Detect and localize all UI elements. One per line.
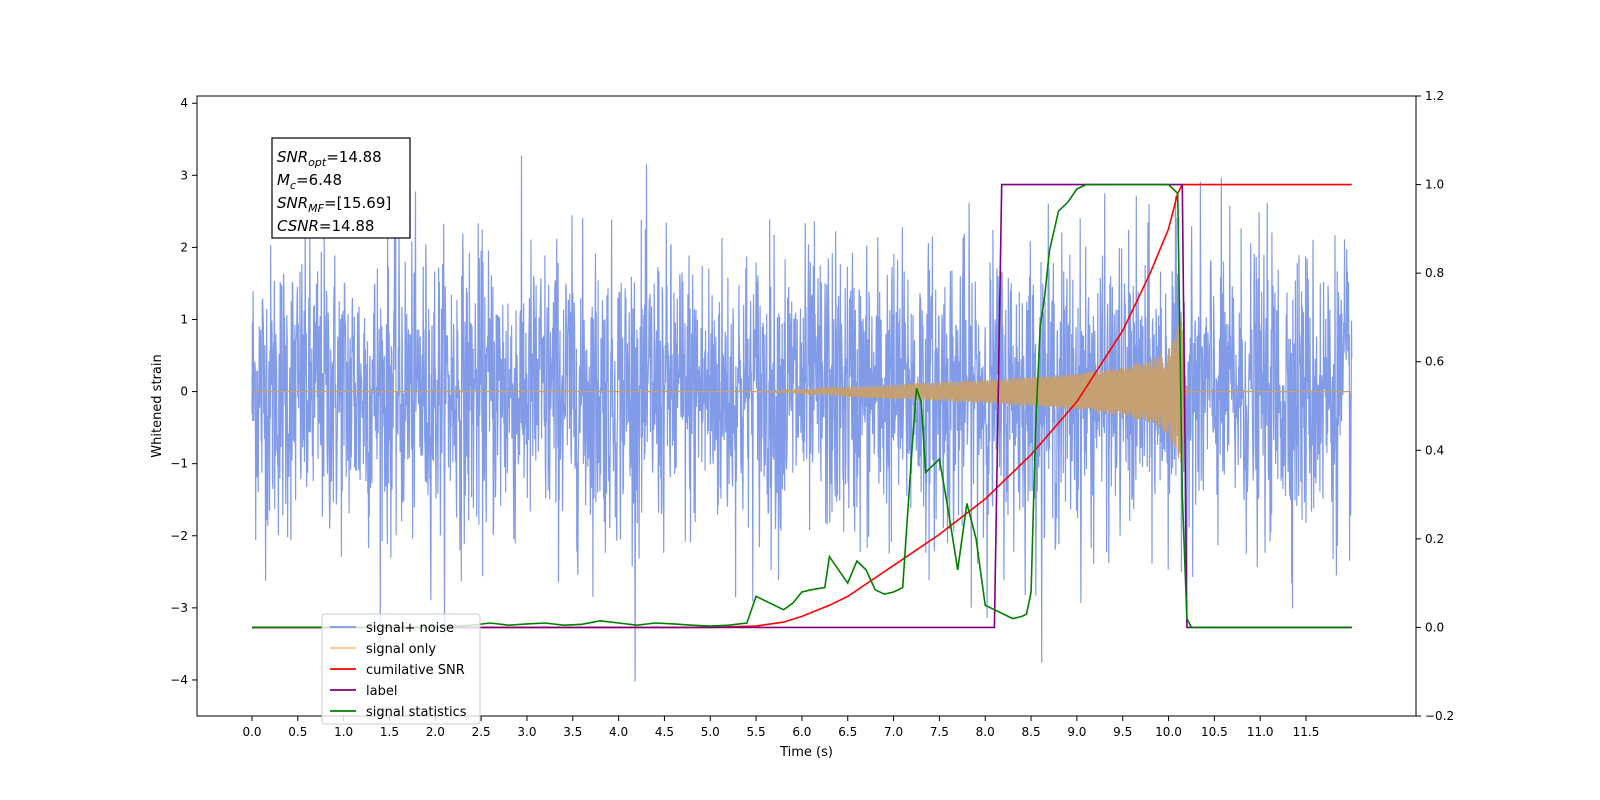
x-tick-label: 4.5 [655, 725, 674, 739]
x-tick-label: 1.0 [334, 725, 353, 739]
y-axis-label: Whitened strain [150, 354, 165, 457]
x-tick-label: 10.5 [1201, 725, 1228, 739]
y-tick-label: 3 [180, 168, 188, 182]
info-box-line: Mc=6.48 [277, 171, 342, 192]
x-tick-label: 3.5 [563, 725, 582, 739]
x-tick-label: 2.0 [426, 725, 445, 739]
x-tick-label: 7.0 [884, 725, 903, 739]
x-axis-label: Time (s) [779, 745, 833, 760]
legend-label: label [366, 684, 397, 699]
x-tick-label: 8.0 [976, 725, 995, 739]
x-tick-label: 6.0 [792, 725, 811, 739]
x-tick-label: 1.5 [380, 725, 399, 739]
plot-area [251, 155, 1353, 682]
y2-tick-label: 0.0 [1425, 620, 1444, 634]
y-tick-label: −4 [170, 673, 188, 687]
y-tick-label: −1 [170, 457, 188, 471]
series-signal-only [252, 316, 1352, 468]
x-tick-label: 0.5 [288, 725, 307, 739]
legend-label: signal only [366, 642, 436, 657]
y-tick-label: 2 [180, 240, 188, 254]
x-tick-label: 10.0 [1155, 725, 1182, 739]
info-box-frame [271, 137, 411, 239]
x-tick-label: 4.0 [609, 725, 628, 739]
y-tick-label: −3 [170, 601, 188, 615]
legend-frame [321, 613, 481, 725]
info-box-line: CSNR=14.88 [277, 217, 374, 235]
x-tick-label: 6.5 [838, 725, 857, 739]
legend: signal+ noise signal only cumilative SNR la… [321, 613, 481, 725]
y2-tick-label: 1.0 [1425, 178, 1444, 192]
legend-label: signal+ noise [366, 621, 454, 636]
y-tick-label: 4 [180, 96, 188, 110]
x-tick-label: 5.5 [747, 725, 766, 739]
series-signal-statistics [252, 183, 1352, 629]
legend-label: signal statistics [366, 705, 467, 720]
x-tick-label: 11.0 [1247, 725, 1274, 739]
y-tick-label: 1 [180, 312, 188, 326]
x-tick-label: 9.5 [1113, 725, 1132, 739]
x-tick-label: 9.0 [1067, 725, 1086, 739]
y-tick-label: 0 [180, 385, 188, 399]
x-tick-label: 8.5 [1022, 725, 1041, 739]
info-box-line: SNRMF=[15.69] [277, 194, 391, 215]
axes: 0.0 0.5 1.0 1.5 2.0 2.5 3.0 3.5 4.0 4.5 5.0 5.5 6.0 6… [170, 89, 1454, 739]
x-tick-label: 7.5 [930, 725, 949, 739]
series-cumulative-snr [252, 183, 1352, 629]
y2-tick-label: 0.6 [1425, 355, 1444, 369]
y2-tick-label: 0.8 [1425, 266, 1444, 280]
info-box-line: SNRopt=14.88 [277, 148, 382, 169]
y2-tick-label: 0.4 [1425, 443, 1444, 457]
x-tick-label: 3.0 [517, 725, 536, 739]
y-tick-label: −2 [170, 529, 188, 543]
axes-frame [196, 95, 1417, 717]
x-tick-label: 0.0 [242, 725, 261, 739]
x-tick-label: 2.5 [472, 725, 491, 739]
y2-tick-label: 0.2 [1425, 532, 1444, 546]
y2-tick-label: −0.2 [1425, 709, 1454, 723]
x-tick-label: 11.5 [1293, 725, 1320, 739]
legend-label: cumilative SNR [366, 663, 465, 678]
y2-tick-label: 1.2 [1425, 89, 1444, 103]
x-tick-label: 5.0 [701, 725, 720, 739]
